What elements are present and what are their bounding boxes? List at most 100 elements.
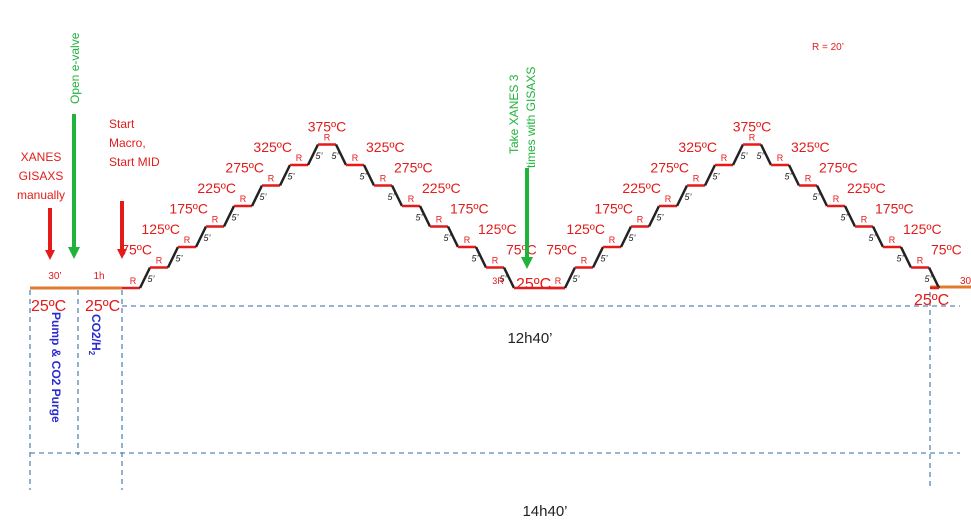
cycle2-r-mark: R bbox=[889, 235, 896, 245]
cycle2-temp-up-2: 175ºC bbox=[594, 201, 633, 217]
cycle2-ramp-time: 5’ bbox=[784, 171, 792, 181]
cycle2-ramp-up-1 bbox=[591, 246, 605, 269]
cycle2-ramp-up-3 bbox=[647, 205, 661, 228]
cycle1-temp-up-5: 325ºC bbox=[253, 139, 292, 155]
cycle2-ramp-up-0 bbox=[563, 266, 577, 289]
cycle1-temp-up-1: 125ºC bbox=[141, 221, 180, 237]
cycle2-ramp-time: 5’ bbox=[812, 192, 820, 202]
cycle2-ramp-down-3 bbox=[843, 205, 857, 228]
cycle2-ramp-time: 5’ bbox=[600, 253, 608, 263]
xanes-manual-line3: manually bbox=[17, 188, 65, 202]
cycle2-ramp-up-2 bbox=[619, 225, 633, 248]
cycle2-r-mark: R bbox=[721, 153, 728, 163]
start-macro-line2: Macro, bbox=[109, 136, 146, 150]
cycle2-ramp-up-5 bbox=[703, 164, 717, 187]
cycle2-ramp-time: 5’ bbox=[756, 151, 764, 161]
cycle1-r-mark: R bbox=[156, 256, 163, 266]
cycle1-ramp-time: 5’ bbox=[175, 253, 183, 263]
duration-1h-label: 1h bbox=[93, 271, 104, 282]
cycle2-ramp-final bbox=[927, 266, 941, 289]
cycle1-r-mark: R bbox=[268, 174, 275, 184]
cycle1-ramp-down-3 bbox=[418, 205, 432, 228]
cycle2-ramp-down-2 bbox=[815, 184, 829, 207]
cycle2-r-mark: R bbox=[693, 174, 700, 184]
cycle1-ramp-time: 5’ bbox=[387, 192, 395, 202]
cycle2-ramp-time: 5’ bbox=[628, 233, 636, 243]
cycle2-temp-down-2: 225ºC bbox=[847, 180, 886, 196]
cycle2-temp-down-3: 175ºC bbox=[875, 201, 914, 217]
cycle1-r-mark: R bbox=[324, 133, 331, 143]
cycle2-ramp-time: 5’ bbox=[572, 274, 580, 284]
cycle1-temp-down-2: 225ºC bbox=[422, 180, 461, 196]
cycle1-ramp-final bbox=[502, 266, 516, 289]
cycle2-r-mark: R bbox=[665, 194, 672, 204]
base-temp-after-purge: 25ºC bbox=[85, 298, 120, 315]
cycle2-r-mark: R bbox=[609, 235, 616, 245]
cycle1-ramp-time: 5’ bbox=[147, 274, 155, 284]
cycle2-temp-up-4: 275ºC bbox=[650, 160, 689, 176]
cycle2-ramp-up-4 bbox=[675, 184, 689, 207]
cycle1-ramp-up-2 bbox=[194, 225, 208, 248]
cycle1-ramp-up-1 bbox=[166, 246, 180, 269]
cycle2-ramp-time: 5’ bbox=[712, 171, 720, 181]
cycle2-r-mark: R bbox=[555, 276, 562, 286]
base-temp-start: 25ºC bbox=[31, 298, 66, 315]
cycle1-ramp-up-0 bbox=[138, 266, 152, 289]
cycle1-ramp-down-0 bbox=[334, 143, 348, 166]
cycle2-r-mark: R bbox=[861, 215, 868, 225]
mid-3r-mark: 3R bbox=[492, 276, 504, 286]
cycle2-temp-down-0: 325ºC bbox=[791, 139, 830, 155]
cycle1-ramp-down-2 bbox=[390, 184, 404, 207]
cycle2-temp-up-6: 375ºC bbox=[733, 119, 772, 135]
cycle1-temp-up-4: 275ºC bbox=[225, 160, 264, 176]
cycle2-temp-up-1: 125ºC bbox=[566, 221, 605, 237]
cycle2-r-mark: R bbox=[833, 194, 840, 204]
cycle1-r-mark: R bbox=[408, 194, 415, 204]
cycle2-ramp-time: 5’ bbox=[924, 274, 932, 284]
cycle2-ramp-down-1 bbox=[787, 164, 801, 187]
cycle2-ramp-time: 5’ bbox=[868, 233, 876, 243]
cycle2-ramp-time: 5’ bbox=[656, 212, 664, 222]
cycle1-ramp-time: 5’ bbox=[443, 233, 451, 243]
cycle1-ramp-time: 5’ bbox=[471, 253, 479, 263]
cycle1-temp-down-4: 125ºC bbox=[478, 221, 517, 237]
cycle1-ramp-down-5 bbox=[474, 246, 488, 269]
cycle1-temp-up-6: 375ºC bbox=[308, 119, 347, 135]
cycle2-ramp-up-6 bbox=[731, 143, 745, 166]
cycle1-ramp-time: 5’ bbox=[331, 151, 339, 161]
cycle1-ramp-time: 5’ bbox=[259, 192, 267, 202]
cycle1-r-mark: R bbox=[492, 256, 499, 266]
cycle2-temp-down-5: 75ºC bbox=[931, 242, 962, 258]
temperature-labels: R 5’R 5’R 5’R 5’R 5’R 5’R 5’R5’ R5’ R5’ R5’ R5’ R5’ R… bbox=[121, 119, 962, 310]
take-xanes-line1: Take XANES 3 bbox=[507, 74, 521, 154]
cycle2-temp-down-4: 125ºC bbox=[903, 221, 942, 237]
cycle2-temp-down-1: 275ºC bbox=[819, 160, 858, 176]
cycle2-ramp-down-0 bbox=[759, 143, 773, 166]
co2-h2-subscript: 2 bbox=[87, 351, 96, 356]
xanes-manual-line2: GISAXS bbox=[19, 169, 64, 183]
cycle1-r-mark: R bbox=[380, 174, 387, 184]
cycle1-ramp-down-1 bbox=[362, 164, 376, 187]
cycle1-ramp-time: 5’ bbox=[499, 274, 507, 284]
cycle2-temp-up-0: 75ºC bbox=[546, 242, 577, 258]
dashed-guides bbox=[29, 290, 960, 490]
cycle2-ramp-time: 5’ bbox=[684, 192, 692, 202]
cycle1-ramp-time: 5’ bbox=[415, 212, 423, 222]
cycle2-r-mark: R bbox=[777, 153, 784, 163]
cycle1-ramp-time: 5’ bbox=[203, 233, 211, 243]
start-macro-line3: Start MID bbox=[109, 155, 160, 169]
cycle1-temp-up-2: 175ºC bbox=[169, 201, 208, 217]
r-note: R = 20’ bbox=[812, 42, 844, 53]
open-valve-label: Open e-valve bbox=[68, 32, 82, 104]
end-temp-label: 25ºC bbox=[914, 292, 949, 309]
cycle2-r-mark: R bbox=[637, 215, 644, 225]
cycle1-ramp-time: 5’ bbox=[231, 212, 239, 222]
cycle1-ramp-down-4 bbox=[446, 225, 460, 248]
cycle2-r-mark: R bbox=[581, 256, 588, 266]
cycle1-ramp-time: 5’ bbox=[287, 171, 295, 181]
cycle1-temp-down-0: 325ºC bbox=[366, 139, 405, 155]
mid-temp-label: 25ºC bbox=[516, 276, 551, 293]
cycle1-temp-up-3: 225ºC bbox=[197, 180, 236, 196]
cycle2-temp-up-5: 325ºC bbox=[678, 139, 717, 155]
